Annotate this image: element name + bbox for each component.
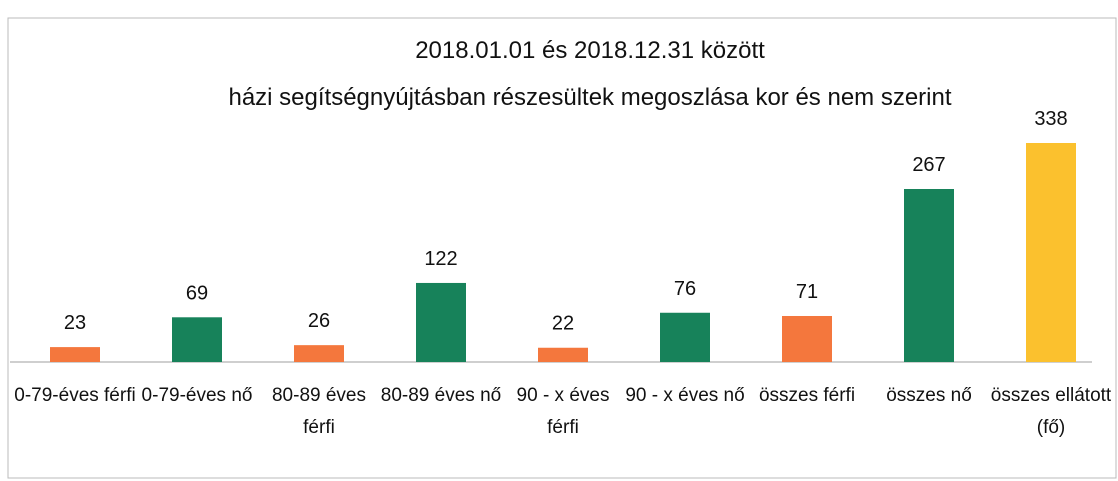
value-label: 26 <box>308 310 330 332</box>
x-tick-label: 90 - x éves nő <box>625 385 745 406</box>
value-label: 71 <box>796 281 818 303</box>
bar <box>416 282 466 362</box>
value-label: 23 <box>64 312 86 334</box>
x-tick-label: 80-89 éves férfi <box>271 385 366 438</box>
x-tick-label: összes ellátott (fő) <box>990 385 1112 438</box>
bar <box>660 312 710 362</box>
x-tick-label: 90 - x éves férfi <box>516 385 610 438</box>
bar <box>904 189 954 362</box>
bar <box>172 317 222 362</box>
bar <box>782 315 832 362</box>
frame <box>7 17 1117 479</box>
bar <box>50 347 100 362</box>
value-label: 22 <box>552 313 574 335</box>
chart-title: 2018.01.01 és 2018.12.31 között <box>415 37 765 64</box>
chart-title: házi segítségnyújtásban részesültek mego… <box>228 84 951 111</box>
x-tick-label: 80-89 éves nő <box>380 385 502 406</box>
value-label: 338 <box>1034 108 1067 130</box>
x-tick-label: 0-79-éves nő <box>141 385 253 406</box>
x-tick-label: összes nő <box>886 385 972 406</box>
value-label: 76 <box>674 278 696 300</box>
value-label: 267 <box>912 154 945 176</box>
value-label: 122 <box>424 248 457 270</box>
x-tick-label: 0-79-éves férfi <box>14 385 136 406</box>
x-tick-label: összes férfi <box>758 385 856 406</box>
bar <box>538 347 588 362</box>
bar <box>294 345 344 362</box>
value-label: 69 <box>186 282 208 304</box>
bar <box>1026 143 1076 362</box>
